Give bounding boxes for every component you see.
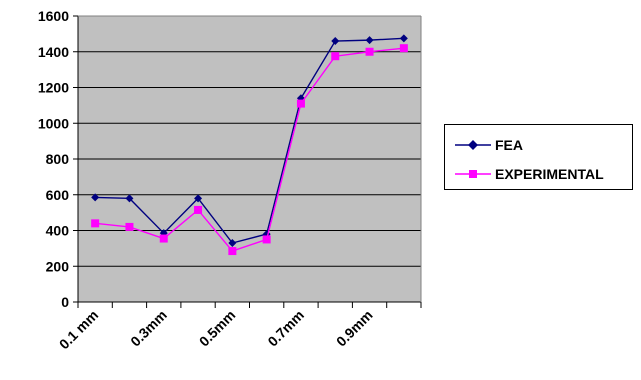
y-tick-label-600: 600 bbox=[46, 187, 70, 203]
legend-item-fea: FEA bbox=[445, 135, 632, 155]
experimental-point-7 bbox=[331, 52, 339, 60]
legend: FEA EXPERIMENTAL bbox=[444, 124, 633, 190]
x-tick-label-4: 0.5mm bbox=[196, 307, 239, 350]
y-tick-label-0: 0 bbox=[61, 294, 69, 310]
experimental-point-3 bbox=[194, 206, 202, 214]
x-tick-label-8: 0.9mm bbox=[333, 307, 376, 350]
fea-legend-marker bbox=[453, 135, 493, 155]
experimental-point-4 bbox=[228, 247, 236, 255]
experimental-point-8 bbox=[366, 48, 374, 56]
y-tick-label-1200: 1200 bbox=[38, 80, 69, 96]
experimental-point-2 bbox=[160, 235, 168, 243]
y-tick-label-400: 400 bbox=[46, 223, 70, 239]
y-axis-tick-labels: 0 200 400 600 800 1000 1200 1400 1600 bbox=[38, 8, 69, 310]
experimental-point-9 bbox=[400, 44, 408, 52]
x-tick-label-2: 0.3mm bbox=[127, 307, 170, 350]
experimental-point-1 bbox=[125, 223, 133, 231]
legend-label-fea: FEA bbox=[495, 137, 523, 153]
experimental-legend-marker bbox=[453, 164, 493, 184]
plot-area bbox=[78, 16, 421, 302]
y-tick-label-1600: 1600 bbox=[38, 8, 69, 24]
experimental-point-6 bbox=[297, 100, 305, 108]
y-tick-label-800: 800 bbox=[46, 151, 70, 167]
experimental-point-0 bbox=[91, 219, 99, 227]
x-tick-label-0: 0.1 mm bbox=[56, 307, 101, 352]
y-tick-label-1000: 1000 bbox=[38, 115, 69, 131]
legend-label-experimental: EXPERIMENTAL bbox=[495, 166, 604, 182]
legend-item-experimental: EXPERIMENTAL bbox=[445, 164, 632, 184]
y-tick-label-200: 200 bbox=[46, 258, 70, 274]
x-tick-label-6: 0.7mm bbox=[264, 307, 307, 350]
x-axis-tick-labels: 0.1 mm 0.3mm 0.5mm 0.7mm 0.9mm bbox=[56, 307, 376, 352]
y-tick-label-1400: 1400 bbox=[38, 44, 69, 60]
experimental-point-5 bbox=[263, 235, 271, 243]
